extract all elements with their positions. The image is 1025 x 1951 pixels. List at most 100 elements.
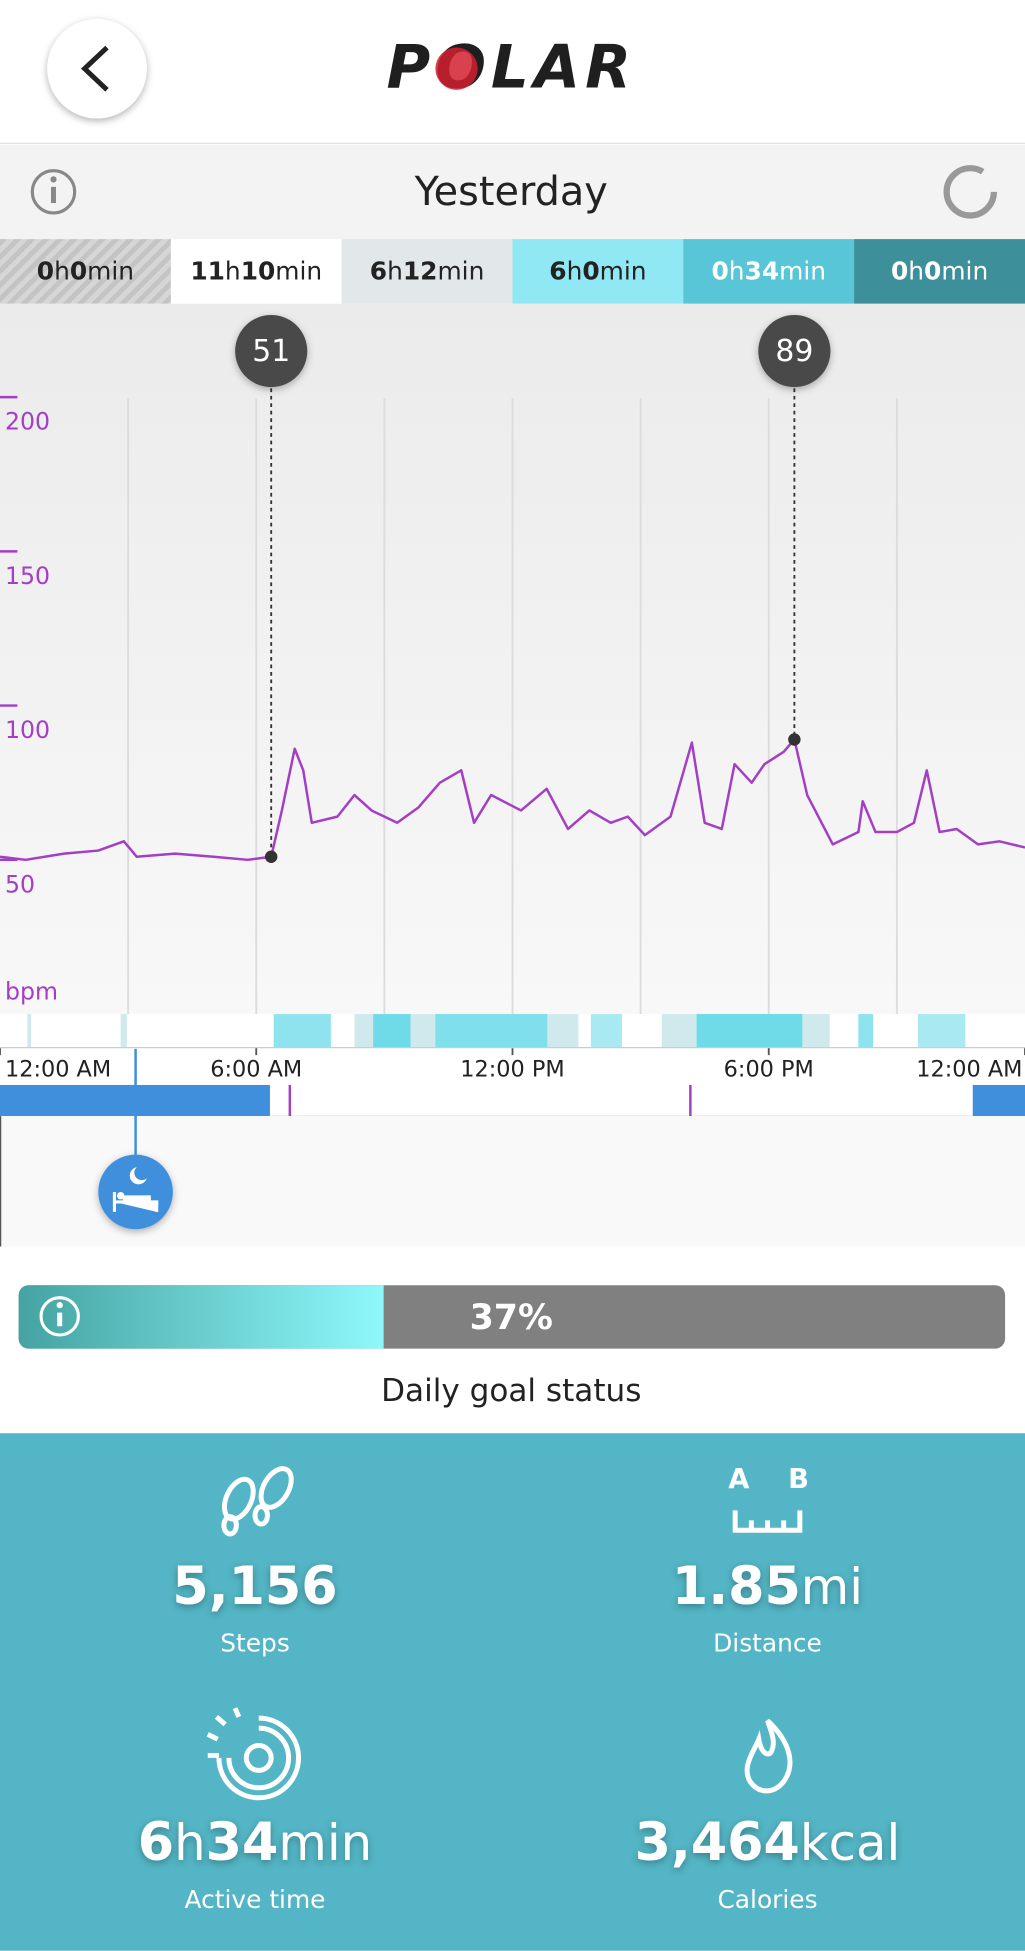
zone-duration-part: h <box>908 257 924 286</box>
zone-duration-part: min <box>941 257 988 286</box>
zone-duration-part: min <box>437 257 484 286</box>
zone-duration: 0h34min <box>711 257 826 286</box>
event-tick <box>689 1084 692 1117</box>
stats: 5,156 Steps 1.85mi Distance 6h34min Active ti… <box>138 1557 901 1914</box>
icon-letter: A <box>728 1464 750 1495</box>
stat-label: Distance <box>713 1629 822 1658</box>
moon-icon <box>129 1167 147 1185</box>
stat-value-part: 34 <box>206 1813 279 1873</box>
zone-duration-part: 11 <box>190 257 225 286</box>
info-icon-bar <box>57 1312 63 1327</box>
distance-icon <box>732 1510 803 1533</box>
zone-bar: 0h0min 11h10min 6h12min 6h0min 0h34min 0h0min <box>0 239 1025 304</box>
goal-caption: Daily goal status <box>381 1373 641 1409</box>
info-icon-dot <box>50 176 57 183</box>
y-unit-label: bpm <box>5 977 58 1005</box>
stat-value: 3,464kcal <box>635 1813 901 1873</box>
footprint <box>221 1514 239 1537</box>
sleep-button[interactable] <box>98 1154 173 1230</box>
logo: POLAR <box>386 34 636 103</box>
zone-duration-part: 6 <box>549 257 566 286</box>
y-tick-label: 200 <box>5 408 50 436</box>
marker-bubble <box>235 314 308 388</box>
info-icon-bar <box>51 186 56 204</box>
x-tick-label: 6:00 AM <box>210 1057 302 1083</box>
zone-duration: 11h10min <box>190 257 322 286</box>
strip-segment <box>120 1014 127 1048</box>
bed-icon-head <box>116 1191 125 1200</box>
active-icon <box>206 1707 302 1801</box>
sync-button[interactable] <box>943 165 998 219</box>
stat-value-part: mi <box>801 1558 863 1616</box>
strip-segment <box>696 1014 803 1048</box>
zone-duration-part: min <box>600 257 647 286</box>
ring <box>243 1743 274 1773</box>
zone-duration-part: 0 <box>924 257 941 286</box>
info-icon-dot <box>56 1302 63 1309</box>
strip-segment <box>590 1014 622 1048</box>
footprint <box>252 1504 270 1527</box>
zone-cell <box>341 239 514 304</box>
strip-segment <box>373 1014 411 1048</box>
stat-icons: A B <box>206 1464 809 1801</box>
x-tick-label: 12:00 AM <box>5 1057 111 1083</box>
goal-info-button[interactable] <box>39 1296 80 1337</box>
x-tick-label: 12:00 PM <box>460 1057 564 1083</box>
y-tick-label: 100 <box>5 716 50 744</box>
zone-duration: 6h12min <box>370 257 485 286</box>
rays <box>206 1707 242 1758</box>
info-icon <box>30 169 77 215</box>
stat-value-part: h <box>174 1814 206 1872</box>
zone-cell <box>854 239 1025 304</box>
stat-value-part: 1.85 <box>672 1557 801 1617</box>
header <box>0 0 1025 144</box>
strip-segment <box>858 1014 874 1048</box>
calories-icon <box>744 1718 793 1794</box>
marker-label: 89 <box>775 334 813 369</box>
stat-label: Steps <box>220 1629 290 1658</box>
strip-segment <box>273 1014 331 1048</box>
zone-duration: 0h0min <box>891 257 988 286</box>
strip-segment <box>435 1014 548 1048</box>
zone-strip <box>0 1014 1025 1048</box>
sync-icon <box>943 165 998 219</box>
goal-percent: 37% <box>470 1298 553 1338</box>
goal <box>18 1285 384 1349</box>
ring <box>216 1715 302 1801</box>
zone-duration-part: h <box>567 257 583 286</box>
day-title: Yesterday <box>414 169 608 215</box>
stat-value: 6h34min <box>138 1813 372 1873</box>
steps-icon <box>221 1466 294 1537</box>
zone-duration-part: min <box>87 257 134 286</box>
stat-value-part: 3,464 <box>635 1813 800 1873</box>
logo-dot <box>435 47 478 90</box>
plot: 51 89 <box>0 314 1025 863</box>
stat-label: Active time <box>185 1885 326 1914</box>
zone-duration: 6h0min <box>549 257 646 286</box>
ring <box>226 1725 292 1791</box>
x-tick-label: 6:00 PM <box>724 1057 814 1083</box>
back-button[interactable] <box>47 18 147 119</box>
y-tick-label: 150 <box>5 562 50 590</box>
zone-duration-part: 0 <box>711 257 728 286</box>
zone-duration-part: 0 <box>891 257 908 286</box>
zone-cell <box>683 239 855 304</box>
stat-value: 1.85mi <box>672 1557 863 1617</box>
zone-duration-part: h <box>225 257 241 286</box>
zone-duration-part: min <box>779 257 826 286</box>
marker-point <box>264 850 278 863</box>
marker-bubble <box>758 314 831 388</box>
stat-value-part: kcal <box>800 1814 900 1872</box>
marker-label: 51 <box>252 334 290 369</box>
day-bar <box>0 144 1025 240</box>
stat-label: Calories <box>717 1885 817 1914</box>
zone-duration-part: h <box>387 257 403 286</box>
sleep-icon-bg <box>98 1154 173 1230</box>
event-tick <box>288 1084 292 1117</box>
stat-value-part: 5,156 <box>172 1557 337 1617</box>
grid: 50 100 150 200 bpm 12:00 AM 6:00 AM 12:00 PM 6:0… <box>0 395 1025 1083</box>
stat-value-part: min <box>278 1814 372 1872</box>
zone-duration-part: 34 <box>745 257 780 286</box>
info-button[interactable] <box>30 169 77 215</box>
